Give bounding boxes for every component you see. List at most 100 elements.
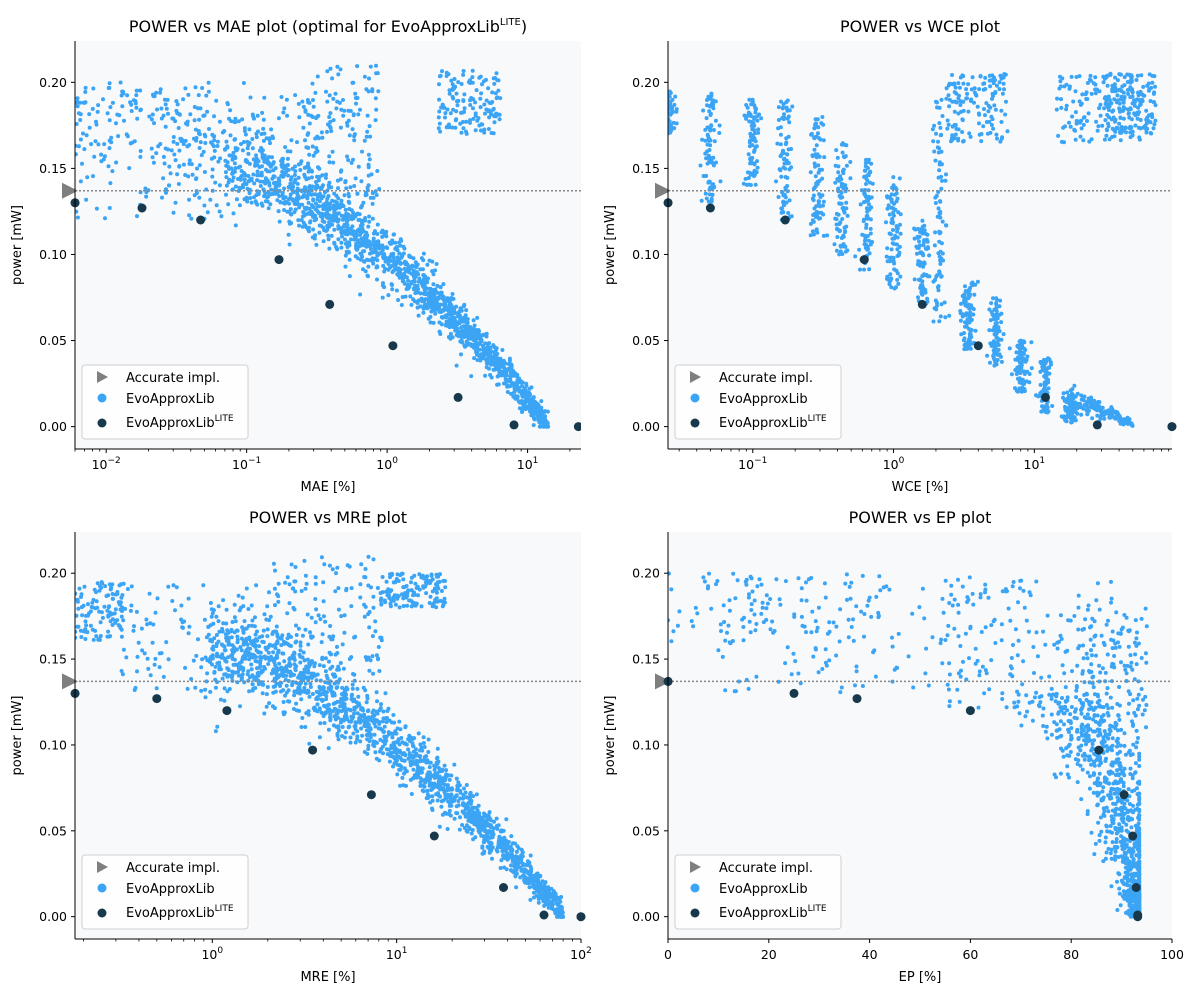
evo-point [327,154,332,159]
evo-point [436,115,441,120]
evo-point [710,160,715,165]
accurate-impl-marker [655,182,671,199]
evo-point [458,815,462,820]
evo-points [75,63,551,429]
evo-point [469,331,474,336]
y-tick-label: 0.10 [39,247,67,262]
evo-point [251,172,256,177]
evo-point [545,409,550,414]
evo-point [1073,110,1078,115]
evo-point [448,331,453,336]
evo-point [999,76,1004,81]
evo-point [498,364,503,369]
evo-point [748,112,753,117]
evo-point [227,166,232,171]
evo-point [314,201,318,206]
evo-point [659,126,663,130]
evo-point [268,163,273,168]
evo-point [992,363,997,368]
chart-title: POWER vs MAE plot (optimal for EvoApprox… [129,17,527,36]
evo-point [295,140,299,145]
evo-point [957,93,961,98]
evo-point [472,323,477,328]
evo-point [1002,87,1006,92]
evo-point [337,205,342,210]
evo-point [114,121,118,126]
evo-point [166,147,170,152]
evo-point [672,126,677,131]
evo-point [1064,107,1069,112]
evo-point [352,184,357,188]
evo-point [967,320,972,325]
evo-point [285,113,290,118]
evo-point [366,162,371,167]
evo-point [283,693,288,698]
evo-point [924,273,929,277]
evo-point [393,240,398,245]
evo-point [897,244,902,249]
evo-point [1065,414,1070,419]
evo-point [375,222,380,227]
evo-point [320,211,324,216]
evo-point [351,80,356,85]
evo-point [958,318,963,323]
evo-point [326,746,331,751]
legend-lite-label: EvoApproxLibLITE [719,414,827,431]
evo-point [343,730,348,735]
evo-point [820,193,825,198]
evo-point [405,283,410,288]
evo-point [711,128,716,132]
evo-point [390,287,395,292]
evo-point [380,283,385,288]
evo-point [1093,87,1098,92]
evo-point [250,112,255,117]
evo-point [306,100,311,105]
evo-point [164,106,169,111]
evo-point [920,274,925,278]
evo-point [968,134,973,139]
evo-point [1094,400,1099,405]
evo-point [330,218,335,223]
evo-point [427,765,432,770]
evo-point [378,749,382,754]
evo-point [203,134,208,139]
evo-point [436,126,441,131]
evo-point [891,228,895,232]
evo-point [306,169,311,174]
evo-point [1153,103,1158,108]
evo-point [926,246,931,251]
evo-point [887,195,892,200]
evo-point [868,231,873,236]
evo-point [779,99,783,104]
evo-point [265,199,270,204]
legend-accurate-label: Accurate impl. [126,371,220,386]
evo-point [227,177,232,182]
evo-point [1087,77,1092,82]
evo-point [748,157,753,162]
evo-point [457,827,462,832]
evo-point [1020,385,1025,390]
evo-point [411,297,416,302]
evo-point [492,81,497,86]
evo-point [453,118,458,123]
evo-point [1104,133,1109,138]
evo-point [895,247,900,252]
evo-point [661,99,665,103]
evo-point [368,134,373,139]
evo-point [779,210,784,215]
evo-point [134,105,139,110]
evo-point [1081,122,1086,127]
evo-point [338,704,343,709]
evo-point [339,198,344,203]
evo-point [1105,128,1109,133]
evo-point [225,160,230,165]
evo-point [437,82,441,87]
evo-point [202,170,207,174]
evo-point [365,273,370,278]
evo-point [371,195,376,200]
evo-point [498,357,503,362]
evo-point [322,220,327,224]
evo-point [836,186,841,191]
evo-point [286,173,290,178]
evo-point [966,82,971,87]
